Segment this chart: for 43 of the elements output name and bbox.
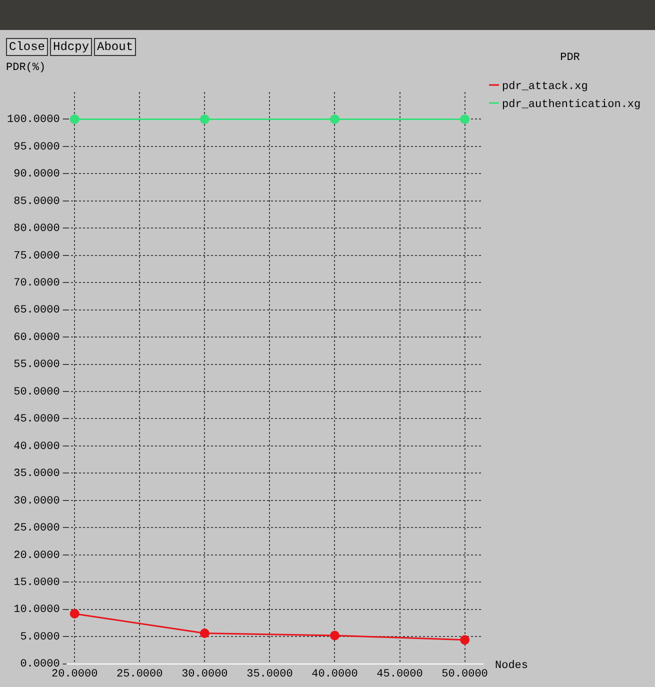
- y-tick-label: 100.0000: [6, 114, 60, 126]
- y-tick-label: 40.0000: [14, 440, 60, 453]
- x-tick-label: 25.0000: [116, 668, 163, 680]
- y-axis-title: PDR(%): [6, 62, 46, 74]
- y-tick-label: 95.0000: [14, 141, 60, 154]
- point: [200, 114, 210, 124]
- x-tick-label: 40.0000: [312, 668, 358, 680]
- y-tick-label: 30.0000: [14, 495, 60, 508]
- y-tick-label: 60.0000: [14, 332, 60, 344]
- y-tick-label: 25.0000: [14, 522, 60, 535]
- y-tick-label: 50.0000: [14, 386, 60, 398]
- y-tick-label: 65.0000: [14, 304, 60, 317]
- y-tick-label: 35.0000: [14, 468, 60, 480]
- point: [70, 114, 80, 124]
- y-tick-label: 90.0000: [14, 168, 60, 181]
- y-tick-label: 75.0000: [14, 250, 60, 262]
- point: [460, 114, 470, 124]
- y-tick-label: 70.0000: [14, 278, 60, 290]
- x-tick-label: 20.0000: [52, 668, 98, 680]
- y-tick-label: 15.0000: [14, 577, 60, 590]
- point: [70, 608, 80, 618]
- y-tick-label: 45.0000: [14, 414, 60, 426]
- y-tick-label: 10.0000: [14, 604, 60, 616]
- legend-label: pdr_attack.xg: [502, 81, 588, 93]
- y-tick-label: 80.0000: [14, 223, 60, 236]
- x-axis-title: Nodes: [495, 660, 528, 672]
- text: PDR: [560, 52, 580, 64]
- x-tick-label: 45.0000: [376, 668, 423, 680]
- x-tick-label: 50.0000: [442, 668, 488, 680]
- point: [330, 630, 340, 640]
- y-tick-label: 5.0000: [20, 631, 60, 644]
- y-tick-label: 85.0000: [14, 196, 60, 208]
- window-button[interactable]: About: [94, 38, 136, 56]
- legend-label: pdr_authentication.xg: [502, 99, 641, 111]
- y-tick-label: 20.0000: [14, 550, 60, 562]
- x-tick-label: 35.0000: [246, 668, 293, 680]
- point: [200, 628, 210, 638]
- x-tick-label: 30.0000: [182, 668, 228, 680]
- y-tick-label: 55.0000: [14, 359, 60, 372]
- window-button[interactable]: Close: [6, 38, 48, 56]
- point: [460, 635, 470, 645]
- point: [330, 114, 340, 124]
- window-button[interactable]: Hdcpy: [50, 38, 92, 56]
